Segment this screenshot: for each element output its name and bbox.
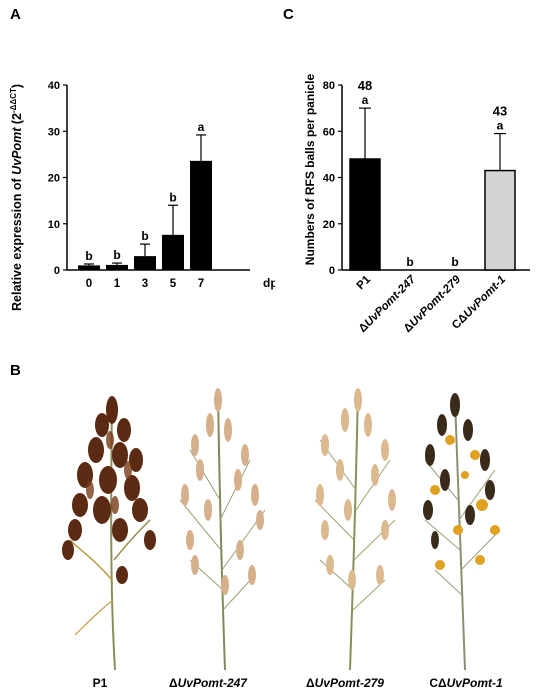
- chart-a-y-tick-label: 30: [48, 126, 60, 138]
- chart-c-y-tick-label: 0: [329, 265, 335, 277]
- chart-a-x-tick-label: 3: [142, 278, 148, 290]
- photo-label-p1: P1: [92, 676, 108, 690]
- chart-a-y-tick-label: 0: [54, 265, 60, 277]
- chart-c-significance-letter: a: [362, 93, 369, 107]
- chart-a-x-tick-label: 5: [170, 278, 177, 290]
- panicle-complemented-image: [423, 393, 501, 671]
- chart-a-significance-letter: b: [141, 229, 148, 243]
- chart-c-x-tick-label: P1: [355, 273, 374, 292]
- chart-c-y-tick-label: 60: [323, 126, 335, 138]
- panel-c-letter: C: [283, 6, 294, 23]
- panicle-photos: [62, 388, 501, 671]
- chart-a-y-axis-label: Relative expression of UvPomt (2-ΔΔCT): [9, 84, 24, 311]
- chart-a-significance-letter: b: [85, 249, 92, 263]
- chart-a-y-tick-label: 20: [48, 173, 60, 185]
- chart-a-bar: [106, 264, 128, 270]
- chart-c-significance-letter: b: [406, 255, 413, 269]
- chart-a-x-tick-label: 1: [114, 278, 121, 290]
- panel-a-letter: A: [10, 6, 21, 23]
- chart-a-y-tick-label: 40: [48, 80, 60, 92]
- chart-c-y-tick-label: 80: [323, 80, 335, 92]
- chart-a-bar: [190, 160, 212, 270]
- chart-a-significance-letter: a: [198, 120, 205, 134]
- chart-c-y-tick-label: 40: [323, 173, 335, 185]
- chart-c-bar: [484, 169, 516, 271]
- chart-c-value-label: 48: [358, 78, 372, 93]
- photo-label-complemented: CΔUvPomt-1: [429, 676, 503, 690]
- chart-a-bar: [78, 265, 100, 270]
- chart-c-bar: [349, 158, 381, 271]
- photo-label-247: ΔUvPomt-247: [169, 676, 247, 690]
- chart-a-y-tick-label: 10: [48, 219, 60, 231]
- chart-c-significance-letter: a: [497, 119, 504, 133]
- chart-a-bar: [134, 256, 156, 270]
- panel-b-letter: B: [10, 362, 21, 379]
- chart-a-bar: [162, 234, 184, 270]
- chart-c-y-axis-label: Numbers of RFS balls per panicle: [303, 73, 317, 265]
- chart-c-rfs-balls: 0 20 40 60 80 Numbers of RFS balls per panicl…: [303, 73, 530, 335]
- panicle-p1-image: [62, 396, 156, 671]
- chart-c-significance-letter: b: [451, 255, 458, 269]
- chart-a-significance-letter: b: [113, 248, 120, 262]
- chart-c-value-label: 43: [493, 104, 507, 119]
- chart-a-significance-letter: b: [169, 190, 176, 204]
- chart-a-x-tick-label: 0: [86, 278, 92, 290]
- chart-c-y-tick-label: 20: [323, 219, 335, 231]
- panicle-279-image: [314, 388, 396, 671]
- panicle-247-image: [179, 388, 266, 671]
- chart-a-x-axis-label: dpi: [263, 276, 275, 290]
- photo-label-279: ΔUvPomt-279: [306, 676, 384, 690]
- chart-a-x-tick-label: 7: [198, 278, 204, 290]
